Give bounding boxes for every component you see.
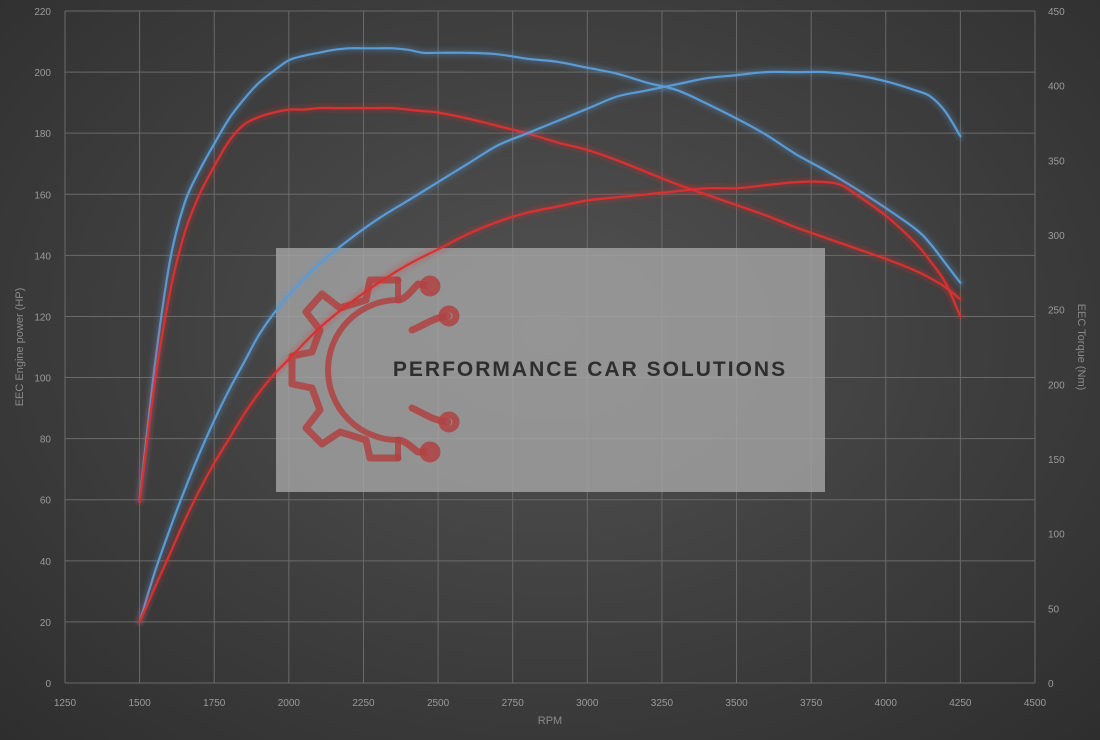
y-tick-label: 0 [45, 679, 51, 690]
x-tick-label: 4000 [875, 698, 898, 709]
series-line [138, 70, 962, 623]
series-line [138, 47, 962, 501]
y2-tick-label: 300 [1048, 231, 1065, 242]
x-tick-label: 2750 [502, 698, 525, 709]
x-tick-label: 1500 [128, 698, 151, 709]
y2-tick-label: 100 [1048, 530, 1065, 541]
y-tick-label: 60 [40, 496, 52, 507]
x-tick-label: 2500 [427, 698, 450, 709]
series-line [138, 106, 962, 504]
y2-tick-label: 250 [1048, 306, 1065, 317]
y2-tick-label: 350 [1048, 156, 1065, 167]
y-tick-label: 200 [34, 68, 51, 79]
x-tick-label: 3500 [725, 698, 748, 709]
y-tick-label: 40 [40, 557, 52, 568]
watermark-text: PERFORMANCE CAR SOLUTIONS [393, 358, 787, 381]
series-line [138, 180, 962, 623]
x-tick-label: 1750 [203, 698, 226, 709]
y-tick-label: 100 [34, 374, 51, 385]
y-axis-title: EEC Engine power (HP) [14, 288, 26, 407]
y2-tick-label: 150 [1048, 455, 1065, 466]
x-tick-label: 3750 [800, 698, 823, 709]
watermark: PERFORMANCE CAR SOLUTIONS [276, 248, 825, 492]
x-tick-label: 2250 [352, 698, 375, 709]
y-tick-label: 120 [34, 312, 51, 323]
x-axis-title: RPM [538, 715, 562, 727]
y2-tick-label: 400 [1048, 82, 1065, 93]
y2-tick-label: 50 [1048, 604, 1060, 615]
y2-tick-label: 200 [1048, 380, 1065, 391]
y-tick-label: 160 [34, 190, 51, 201]
x-tick-label: 4500 [1024, 698, 1047, 709]
axis-ticks: 1250 1500 1750 2000 2250 2500 2750 3000 3250 3500… [34, 7, 1065, 709]
x-tick-label: 2000 [278, 698, 301, 709]
x-tick-label: 4250 [949, 698, 972, 709]
y2-tick-label: 0 [1048, 679, 1054, 690]
x-tick-label: 3000 [576, 698, 599, 709]
x-tick-label: 3250 [651, 698, 674, 709]
y-tick-label: 220 [34, 7, 51, 18]
y2-tick-label: 450 [1048, 7, 1065, 18]
y2-axis-title: EEC Torque (Nm) [1075, 304, 1087, 391]
x-tick-label: 1250 [54, 698, 77, 709]
y-tick-label: 140 [34, 251, 51, 262]
y-tick-label: 20 [40, 618, 52, 629]
y-tick-label: 80 [40, 435, 52, 446]
series [136, 44, 964, 626]
y-tick-label: 180 [34, 129, 51, 140]
